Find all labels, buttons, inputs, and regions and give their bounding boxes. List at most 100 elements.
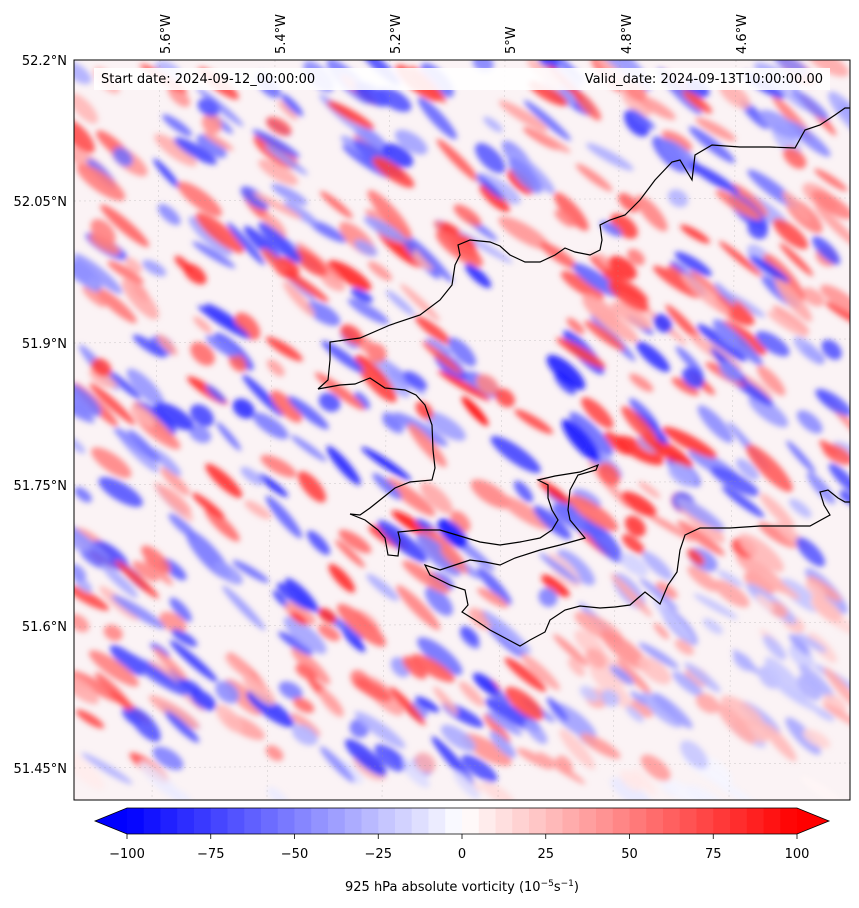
vorticity-streak [796,410,823,434]
vorticity-streak [639,577,679,611]
vorticity-streak [541,574,570,598]
vorticity-streak [201,113,222,134]
vorticity-streak [74,398,95,423]
vorticity-streak [396,585,441,631]
vorticity-streak [738,533,784,573]
vorticity-streak [806,575,842,602]
vorticity-streak [713,282,736,306]
colorbar-level [478,808,497,834]
vorticity-streak [718,240,763,277]
vorticity-streak [435,230,483,267]
vorticity-streak [336,603,386,647]
vorticity-streak [177,181,223,217]
lat-tick-label: 51.6°N [22,620,67,635]
vorticity-streak [644,512,695,542]
vorticity-streak [533,505,572,540]
vorticity-streak [91,447,132,479]
vorticity-streak [160,467,191,496]
vorticity-streak [820,284,850,313]
colorbar-label: 925 hPa absolute vorticity (10−5s−1) [345,879,579,895]
vorticity-streak [108,370,141,400]
vorticity-streak [600,689,620,707]
vorticity-streak [667,265,693,294]
vorticity-streak [319,746,355,783]
vorticity-streak [126,368,165,408]
vorticity-streak [382,415,402,431]
vorticity-streak [74,118,95,154]
colorbar-extend-max [797,808,829,834]
vorticity-streak [599,220,623,237]
vorticity-streak [822,703,850,730]
vorticity-streak [74,259,102,292]
colorbar-level [529,808,547,834]
colorbar-level [210,808,229,834]
vorticity-streak [328,563,356,593]
vorticity-streak [800,775,848,800]
vorticity-streak [366,573,399,601]
vorticity-streak [196,134,227,159]
vorticity-streak [682,367,705,389]
vorticity-streak [234,312,261,340]
vorticity-streak [627,248,645,266]
date-box: Start date: 2024-09-12_00:00:00 Valid_da… [94,68,830,90]
vorticity-streak [477,587,509,608]
vorticity-streak [354,677,392,702]
vorticity-streak [687,565,719,592]
vorticity-streak [464,263,492,289]
vorticity-streak [758,572,800,600]
vorticity-streak [797,674,822,701]
vorticity-streak [414,752,436,773]
vorticity-streak [748,395,789,428]
vorticity-streak [697,405,734,443]
vorticity-streak [775,683,821,713]
vorticity-streak [128,429,161,463]
vorticity-streak [276,582,315,611]
vorticity-streak [665,304,702,343]
vorticity-streak [610,573,653,618]
colorbar-level [612,808,631,834]
vorticity-streak [805,580,826,599]
colorbar-level [696,808,714,834]
vorticity-streak [688,161,740,195]
vorticity-streak [244,500,272,520]
vorticity-streak [460,625,479,645]
vorticity-streak [686,785,726,800]
vorticity-streak [98,477,143,507]
colorbar-level [277,808,296,834]
vorticity-streak [306,530,331,555]
vorticity-streak [74,253,123,294]
colorbar-level [177,808,195,834]
vorticity-streak [159,485,192,514]
vorticity-streak [173,137,217,165]
colorbar-level [160,808,178,834]
colorbar-level [713,808,731,834]
vorticity-streak [716,569,744,588]
vorticity-streak [631,699,653,718]
vorticity-streak [653,313,673,333]
vorticity-streak [109,644,145,676]
valid-date-label: Valid_date: 2024-09-13T10:00:00.00 [585,72,823,87]
vorticity-streak [74,528,91,552]
vorticity-streak [82,286,106,308]
colorbar-level [646,808,664,834]
vorticity-streak [197,305,251,339]
vorticity-streak [425,338,452,355]
vorticity-streak [521,653,560,691]
vorticity-streak [546,697,569,722]
vorticity-streak [262,213,287,240]
vorticity-streak [662,426,717,459]
vorticity-streak [702,618,723,635]
vorticity-streak [822,443,850,465]
vorticity-streak [615,435,664,466]
vorticity-streak [222,585,266,631]
vorticity-streak [667,189,689,208]
vorticity-streak [749,255,790,283]
vorticity-streak [489,730,516,759]
vorticity-streak [214,561,243,585]
vorticity-streak [402,560,450,594]
vorticity-streak [372,359,411,398]
vorticity-streak [575,163,613,192]
colorbar-level [780,808,798,834]
vorticity-streak [556,755,573,773]
colorbar-level [428,808,446,834]
